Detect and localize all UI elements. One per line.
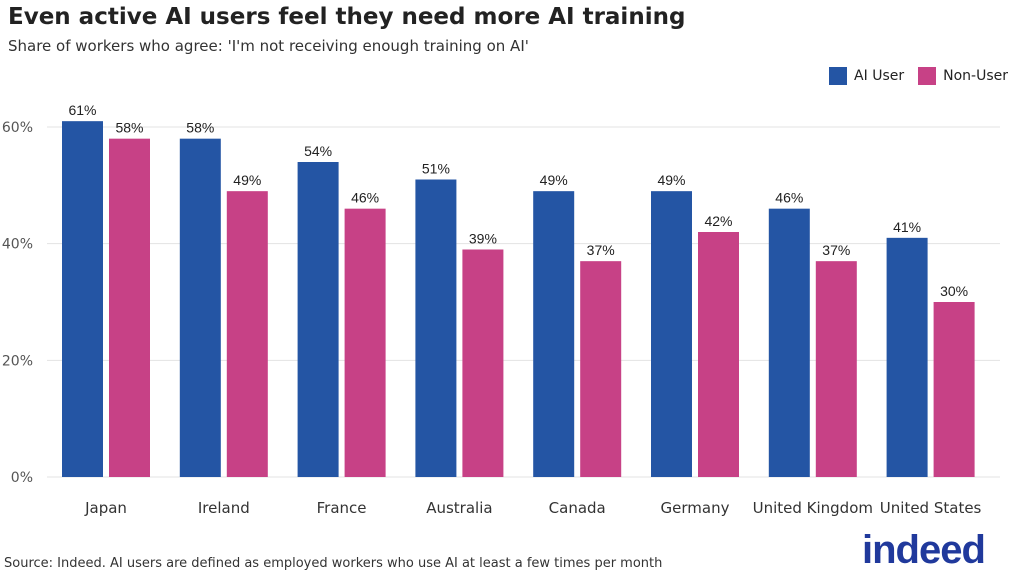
bar-non-user (698, 232, 739, 477)
legend-label-non-user: Non-User (943, 68, 1008, 84)
bar-ai-user (768, 208, 810, 477)
indeed-logo: indeed (862, 528, 986, 572)
data-label: 46% (775, 190, 803, 206)
x-tick-label: Ireland (198, 499, 250, 517)
legend-item-ai-user: AI User (829, 67, 904, 85)
bar-ai-user (886, 237, 928, 477)
bar-non-user (580, 261, 622, 477)
x-tick-label: United Kingdom (753, 499, 873, 517)
bar-ai-user (62, 121, 103, 478)
x-tick-label: Germany (661, 499, 730, 517)
bar-ai-user (651, 191, 692, 477)
bar-non-user (226, 191, 268, 477)
data-label: 51% (422, 161, 450, 177)
chart-title: Even active AI users feel they need more… (8, 4, 686, 30)
x-tick-label: France (317, 499, 367, 517)
data-label: 46% (351, 190, 379, 206)
y-tick-label: 40% (2, 237, 33, 253)
legend: AI User Non-User (829, 67, 1008, 85)
x-tick-label: United States (880, 499, 982, 517)
legend-swatch-non-user (918, 67, 937, 85)
data-label: 30% (940, 283, 968, 299)
data-label: 49% (657, 172, 685, 188)
legend-label-ai-user: AI User (854, 68, 905, 84)
data-label: 49% (540, 172, 568, 188)
bar-non-user (109, 138, 150, 477)
legend-item-non-user: Non-User (918, 67, 1008, 85)
source-note: Source: Indeed. AI users are defined as … (4, 556, 663, 571)
bar-non-user (462, 249, 504, 477)
chart-subtitle: Share of workers who agree: 'I'm not rec… (8, 37, 529, 55)
bar-non-user (815, 261, 857, 477)
bar-ai-user (533, 191, 575, 477)
data-label: 49% (233, 172, 261, 188)
bar-non-user (933, 302, 975, 477)
data-label: 54% (304, 143, 332, 159)
data-label: 61% (68, 102, 96, 118)
data-label: 58% (115, 120, 143, 136)
bar-ai-user (415, 179, 457, 477)
bar-non-user (344, 208, 386, 477)
data-label: 42% (704, 213, 732, 229)
data-label: 37% (822, 242, 850, 258)
y-tick-label: 60% (2, 120, 33, 136)
x-tick-label: Japan (84, 499, 127, 517)
data-label: 37% (587, 242, 615, 258)
legend-swatch-ai-user (829, 67, 848, 85)
bar-ai-user (179, 138, 221, 477)
y-tick-label: 20% (2, 353, 33, 369)
bar-ai-user (297, 162, 339, 477)
x-tick-label: Canada (549, 499, 606, 517)
data-label: 41% (893, 219, 921, 235)
x-tick-label: Australia (426, 499, 492, 517)
data-label: 58% (186, 120, 214, 136)
y-tick-label: 0% (11, 470, 33, 486)
data-label: 39% (469, 231, 497, 247)
